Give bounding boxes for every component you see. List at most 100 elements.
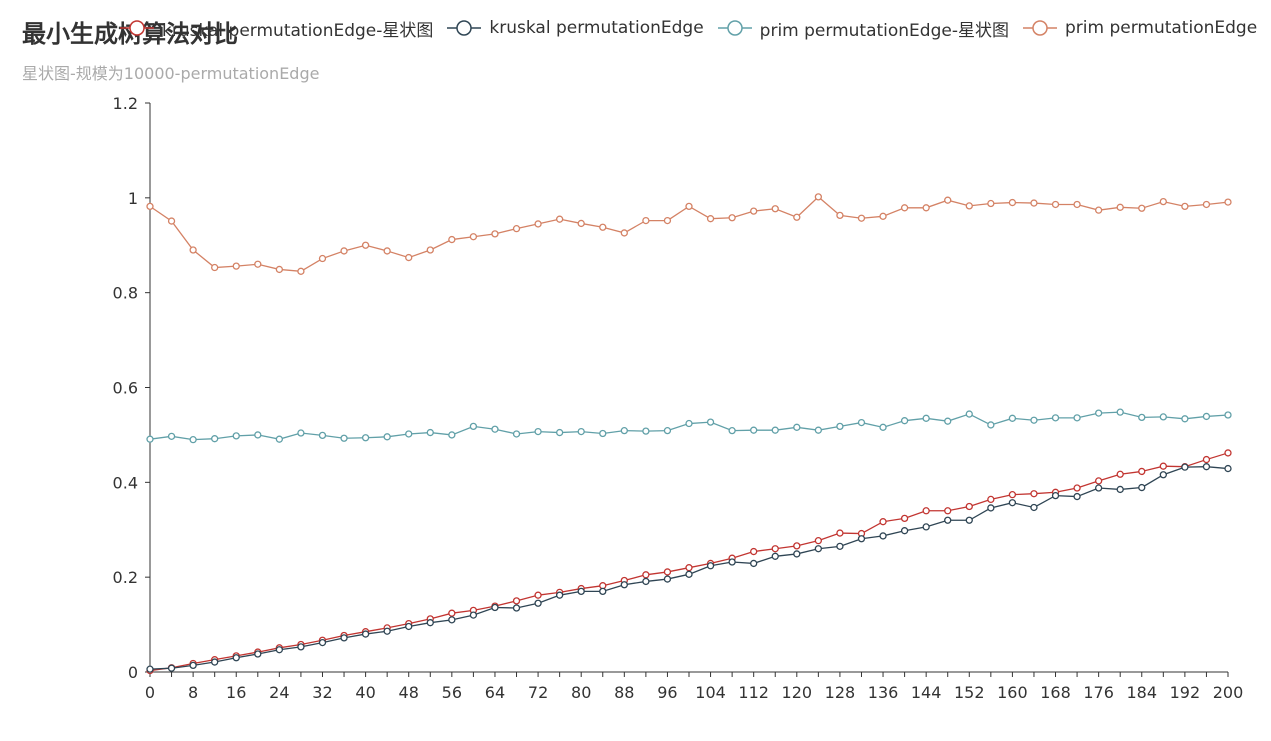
series-2-point — [448, 431, 456, 439]
series-2-point — [1181, 415, 1189, 423]
series-2-point — [771, 426, 779, 434]
series-1-point — [340, 634, 348, 642]
x-tick-label: 64 — [485, 683, 505, 702]
series-2-point — [1073, 414, 1081, 422]
series-2-point — [146, 435, 154, 443]
series-1-point — [642, 577, 650, 586]
series-0-point — [944, 507, 952, 515]
x-tick-label: 176 — [1083, 683, 1114, 702]
series-1-point — [1008, 499, 1017, 507]
series-2-point — [1008, 414, 1017, 422]
x-tick-label: 192 — [1170, 683, 1201, 702]
series-2-point — [857, 418, 866, 427]
series-1-point — [577, 587, 585, 596]
series-1-point — [146, 665, 154, 673]
series-2-point — [1138, 413, 1146, 422]
series-2-point — [167, 432, 176, 440]
series-0-point — [512, 597, 521, 605]
series-0-point — [922, 507, 930, 515]
series-1-point — [1181, 463, 1189, 471]
x-tick-label: 32 — [312, 683, 332, 702]
series-2-point — [814, 426, 823, 434]
series-3-point — [620, 229, 628, 237]
x-tick-label: 200 — [1213, 683, 1244, 702]
series-3-point — [275, 265, 284, 274]
x-tick-label: 160 — [997, 683, 1028, 702]
series-3-point — [189, 246, 197, 254]
series-1-point — [1202, 463, 1211, 471]
series-2-point — [1116, 408, 1124, 416]
series-1-point — [254, 650, 262, 658]
series-1-point — [900, 527, 909, 535]
series-1-point — [728, 558, 736, 566]
series-1-point — [318, 638, 327, 647]
series-3-point — [211, 263, 219, 272]
series-2-point — [555, 428, 564, 437]
series-0-point — [1116, 470, 1124, 478]
series-1-point — [383, 627, 391, 635]
series-0-point — [987, 495, 995, 504]
series-2-point — [340, 434, 348, 442]
y-tick-label: 1 — [128, 189, 138, 208]
legend-swatch-icon — [447, 20, 482, 36]
series-3-point — [1073, 200, 1081, 209]
series-2-point — [232, 432, 240, 440]
x-tick-label: 72 — [528, 683, 548, 702]
series-3-point — [922, 204, 930, 212]
series-0-point — [663, 568, 672, 576]
series-0-point — [771, 545, 779, 553]
series-2-point — [922, 414, 930, 422]
series-1-point — [685, 570, 693, 578]
series-3-point — [1008, 198, 1017, 207]
x-tick-label: 144 — [911, 683, 942, 702]
series-1-point — [534, 599, 542, 607]
series-2-point — [642, 427, 650, 435]
series-1-point — [469, 611, 478, 619]
y-tick-label: 0.8 — [113, 284, 138, 303]
legend-item[interactable]: prim permutationEdge-星状图 — [717, 14, 1009, 42]
series-3-point — [599, 223, 607, 231]
series-3-point — [340, 247, 348, 255]
series-2-point — [685, 419, 693, 428]
series-1-point — [922, 523, 930, 531]
series-2-point — [405, 430, 413, 438]
series-2-point — [1094, 409, 1103, 417]
chart-legend: kruskal permutationEdge-星状图 kruskal permu… — [120, 14, 1271, 44]
series-1-point — [771, 552, 779, 560]
series-1-point — [987, 504, 995, 512]
series-1-point — [944, 516, 952, 524]
series-2-point — [1051, 414, 1060, 422]
series-3-point — [232, 262, 240, 270]
series-1-point — [1138, 483, 1146, 492]
series-0-point — [965, 502, 973, 511]
legend-item[interactable]: kruskal permutationEdge — [447, 14, 704, 42]
series-3-point — [706, 215, 715, 223]
legend-item[interactable]: prim permutationEdge — [1022, 14, 1258, 42]
series-1-point — [167, 664, 176, 672]
series-1-point — [361, 630, 370, 638]
x-tick-label: 184 — [1126, 683, 1157, 702]
series-2-point — [663, 426, 672, 435]
series-1-point — [189, 661, 197, 670]
series-1-point — [297, 643, 305, 651]
series-1-point — [836, 542, 844, 550]
series-1-point — [275, 646, 284, 654]
series-3-point — [1030, 199, 1038, 207]
series-0-point — [1224, 449, 1232, 457]
series-0-point — [1008, 491, 1017, 499]
series-1-point — [1094, 484, 1103, 492]
series-3-point — [879, 212, 887, 220]
series-3-point — [534, 220, 542, 228]
series-0-point — [836, 529, 844, 537]
series-2-point — [211, 435, 219, 443]
x-tick-label: 112 — [738, 683, 769, 702]
x-tick-label: 152 — [954, 683, 985, 702]
series-3-point — [361, 241, 370, 249]
legend-item[interactable]: kruskal permutationEdge-星状图 — [120, 14, 433, 42]
series-3-point — [1224, 198, 1232, 206]
series-3-point — [987, 199, 995, 208]
legend-label: prim permutationEdge — [1064, 18, 1258, 38]
series-3-point — [426, 246, 434, 254]
series-2-point — [706, 418, 715, 426]
series-3-point — [836, 211, 844, 220]
